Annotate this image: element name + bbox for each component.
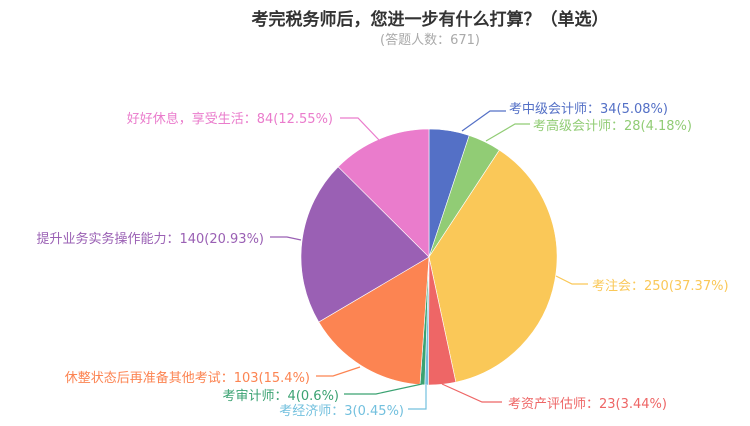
slice-label: 考高级会计师：28(4.18%) bbox=[533, 118, 692, 134]
label-leader-line bbox=[408, 385, 427, 410]
pie-slice[interactable] bbox=[428, 149, 558, 383]
label-leader-line bbox=[270, 236, 302, 241]
pie-slice[interactable] bbox=[300, 166, 430, 323]
slice-label: 考中级会计师：34(5.08%) bbox=[509, 102, 668, 117]
label-leader-line bbox=[485, 123, 530, 142]
chart-title: 考完税务师后，您进一步有什么打算？（单选） bbox=[251, 10, 609, 30]
chart-subtitle: (答题人数：671) bbox=[380, 33, 480, 48]
pie-slice[interactable] bbox=[337, 128, 430, 258]
pie-slices bbox=[300, 128, 558, 386]
pie-slice[interactable] bbox=[318, 256, 430, 386]
pie-labels: 考中级会计师：34(5.08%)考高级会计师：28(4.18%) 考注会：250(… bbox=[36, 102, 728, 419]
label-leader-line bbox=[555, 275, 588, 285]
label-leader-line bbox=[344, 383, 423, 395]
label-leader-line bbox=[316, 366, 361, 377]
slice-label: 考审计师：4(0.6%) bbox=[223, 389, 339, 404]
slice-label: 好好休息，享受生活：84(12.55%) bbox=[127, 111, 333, 127]
slice-label: 考注会：250(37.37%) bbox=[592, 279, 729, 294]
slice-label: 休整状态后再准备其他考试：103(15.4%) bbox=[65, 370, 310, 386]
slice-label: 考资产评估师：23(3.44%) bbox=[508, 397, 667, 412]
label-leader-line bbox=[340, 117, 380, 141]
label-leader-line bbox=[441, 383, 502, 403]
slice-label: 提升业务实务操作能力：140(20.93%) bbox=[36, 231, 264, 247]
slice-label: 考经济师：3(0.45%) bbox=[279, 404, 404, 419]
label-leader-line bbox=[461, 110, 506, 132]
